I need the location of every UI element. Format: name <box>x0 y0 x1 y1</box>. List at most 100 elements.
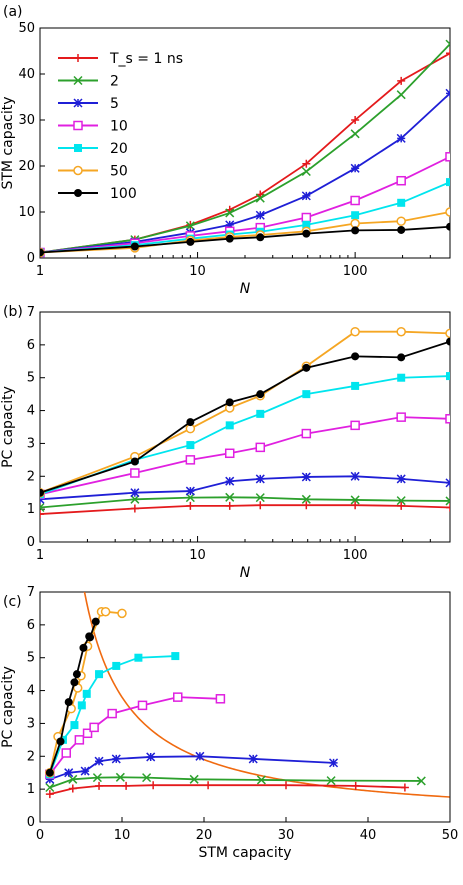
data-point <box>224 448 235 459</box>
data-point <box>350 195 360 206</box>
data-point <box>350 129 360 139</box>
data-point <box>94 756 104 766</box>
legend: T_s = 1 ns 2 5 10 20 50 100 <box>58 51 183 202</box>
data-point <box>185 221 195 231</box>
legend-label: 5 <box>110 96 119 112</box>
ytick-label: 7 <box>27 585 35 600</box>
data-point <box>100 606 111 617</box>
ytick-label: 4 <box>27 404 35 419</box>
data-point <box>45 774 55 784</box>
data-point <box>225 476 235 486</box>
data-point <box>302 390 311 399</box>
ytick-label: 4 <box>27 684 35 699</box>
data-point <box>130 242 139 251</box>
series-line <box>40 504 450 515</box>
ytick-label: 20 <box>18 159 35 174</box>
legend-swatch-marker <box>74 144 82 152</box>
data-point <box>248 754 258 764</box>
xtick-label: 100 <box>343 548 368 563</box>
data-point <box>134 653 143 662</box>
data-point <box>130 494 140 504</box>
data-point <box>137 700 148 711</box>
data-point <box>117 608 127 619</box>
data-point <box>186 237 195 246</box>
ytick-label: 5 <box>27 371 35 386</box>
legend-entry: 5 <box>58 96 119 112</box>
xtick-label: 0 <box>36 828 44 843</box>
data-point <box>256 233 265 242</box>
data-point <box>225 421 234 430</box>
legend-swatch-marker <box>74 189 82 197</box>
data-point <box>185 486 195 496</box>
data-point <box>301 191 311 201</box>
legend-entry: 20 <box>58 141 128 157</box>
data-point <box>115 772 125 782</box>
data-point <box>255 442 266 453</box>
data-point <box>186 441 195 450</box>
data-point <box>446 372 450 381</box>
data-point <box>70 721 79 730</box>
data-point <box>130 504 139 513</box>
data-point <box>446 337 450 346</box>
data-point <box>92 773 102 783</box>
data-point <box>185 455 196 465</box>
data-point <box>351 381 360 390</box>
data-point <box>82 689 91 698</box>
data-point <box>446 503 450 512</box>
data-point <box>302 229 311 238</box>
data-point <box>130 488 140 498</box>
series-100 <box>40 337 450 497</box>
ytick-label: 3 <box>27 716 35 731</box>
data-point <box>64 768 74 778</box>
data-point <box>74 735 85 745</box>
plot-frame <box>39 311 451 543</box>
data-point <box>396 133 406 143</box>
series-line <box>40 225 450 254</box>
plot-area: 0 10 20 30 40 50 0 1 2 3 4 5 6 7 STM capacity PC capaci… <box>0 585 458 861</box>
data-point <box>256 501 265 510</box>
data-point <box>351 352 360 361</box>
series-line <box>40 416 450 496</box>
data-point <box>301 166 311 177</box>
data-point <box>302 220 311 229</box>
data-point <box>86 633 95 642</box>
data-point <box>397 501 406 510</box>
xtick-label: 10 <box>189 548 206 563</box>
legend-swatch-marker <box>73 75 83 86</box>
xtick-label: 100 <box>343 264 368 279</box>
series-layer <box>45 592 450 799</box>
plot-area: 1 10 100 0 10 20 30 40 50 N STM capacity <box>0 21 451 297</box>
legend-label: T_s = 1 ns <box>109 51 183 67</box>
series-2 <box>40 492 450 513</box>
series-layer <box>40 326 450 519</box>
data-point <box>302 363 311 372</box>
data-point <box>400 783 409 792</box>
data-point <box>142 773 152 783</box>
data-point <box>445 152 450 162</box>
data-point <box>397 373 406 382</box>
series-5 <box>40 471 450 504</box>
xtick-label: 20 <box>196 828 213 843</box>
data-point <box>351 781 360 790</box>
series-ts1ns <box>45 781 409 799</box>
chart-a: 1 10 100 0 10 20 30 40 50 N STM capacity T_s = 1 ns… <box>0 21 451 297</box>
ytick-label: 0 <box>27 535 35 550</box>
ytick-label: 7 <box>27 305 35 320</box>
series-ts1ns <box>40 49 450 257</box>
data-point <box>397 198 406 207</box>
data-point <box>351 211 360 220</box>
data-point <box>122 781 131 790</box>
data-point <box>80 766 90 776</box>
data-point <box>302 501 311 510</box>
series-50 <box>40 326 450 498</box>
data-point <box>446 49 450 58</box>
data-point <box>256 409 265 418</box>
data-point <box>195 751 205 761</box>
data-point <box>82 728 93 739</box>
data-point <box>45 768 54 777</box>
data-point <box>130 457 139 466</box>
xtick-label: 40 <box>360 828 377 843</box>
series-100 <box>40 222 450 257</box>
